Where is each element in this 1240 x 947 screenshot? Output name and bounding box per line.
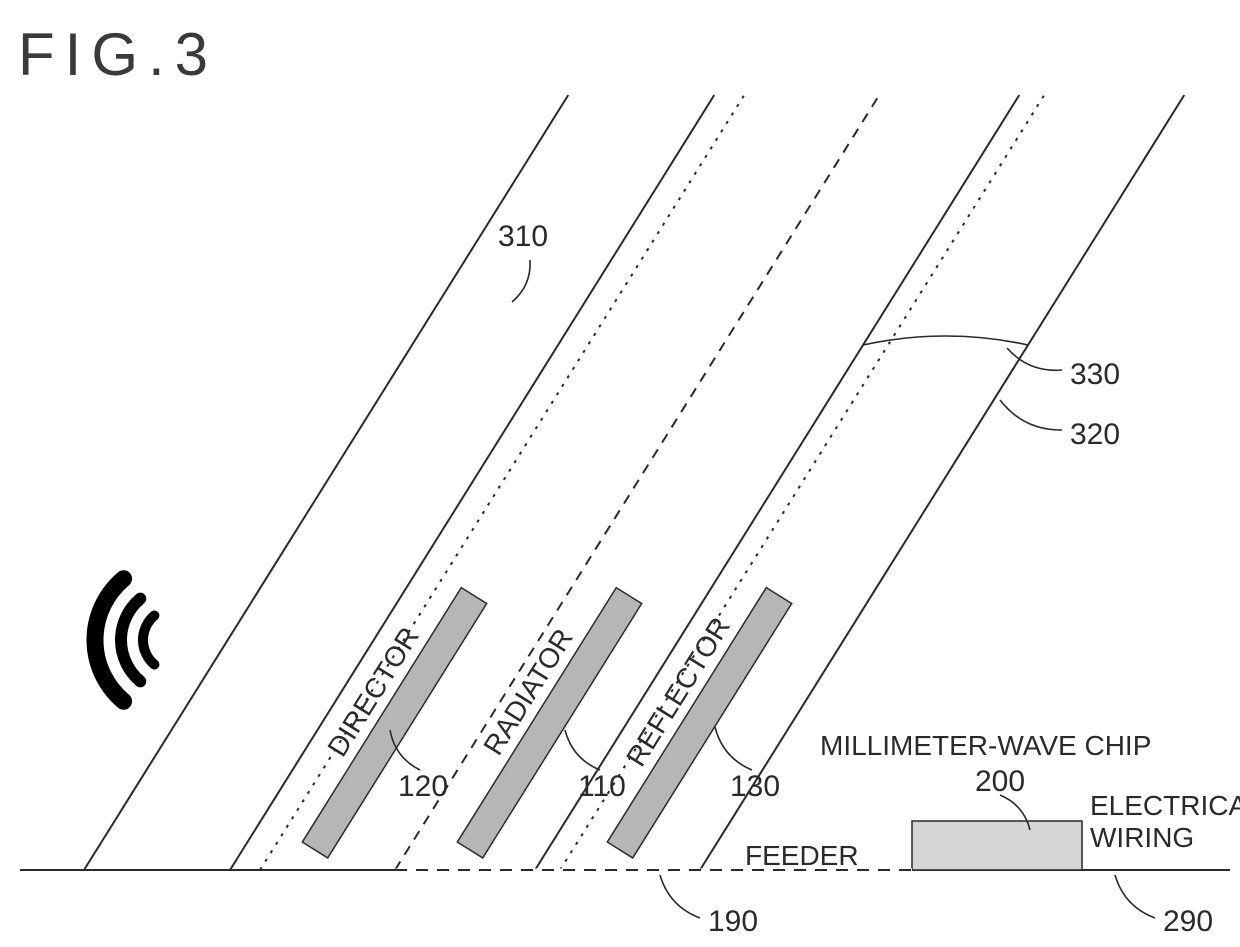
wave-icon — [143, 615, 154, 664]
millimeter-wave-chip — [912, 821, 1082, 870]
ref-200: 200 — [975, 765, 1025, 800]
leader-line — [512, 260, 530, 302]
ref-130: 130 — [730, 770, 780, 805]
leader-line — [1115, 875, 1155, 918]
leader-line — [1000, 400, 1062, 430]
wave-icon — [121, 599, 140, 682]
ref-310: 310 — [498, 220, 548, 255]
leader-line — [660, 875, 700, 918]
ref-120: 120 — [398, 770, 448, 805]
ref-330: 330 — [1070, 358, 1120, 393]
label-chip: MILLIMETER-WAVE CHIP — [820, 730, 1151, 762]
leader-line — [565, 730, 600, 770]
leader-line — [715, 727, 752, 770]
label-feeder: FEEDER — [745, 840, 859, 872]
ref-290: 290 — [1163, 905, 1213, 940]
ref-320: 320 — [1070, 418, 1120, 453]
ref-190: 190 — [708, 905, 758, 940]
figure-title: FIG.3 — [18, 20, 218, 89]
ref-110: 110 — [578, 770, 626, 805]
label-wiring: ELECTRICAL WIRING — [1090, 790, 1240, 854]
